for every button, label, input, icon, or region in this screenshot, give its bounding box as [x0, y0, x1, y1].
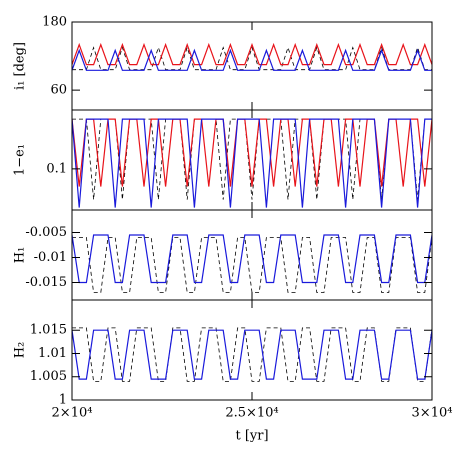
panel-frame — [71, 21, 433, 111]
series-line — [72, 48, 432, 71]
y-tick-label: 1.015 — [30, 323, 67, 338]
y-tick-label: 180 — [42, 15, 67, 30]
y-tick-label: 1 — [59, 393, 67, 408]
y-tick-label: 1.01 — [38, 346, 67, 361]
x-axis-label: t [yr] — [235, 429, 268, 444]
y-tick-label: -0.005 — [25, 225, 67, 240]
y-tick-label: 0.1 — [46, 161, 67, 176]
series-line — [72, 42, 432, 66]
panel-frame — [71, 299, 433, 401]
series-line — [72, 329, 432, 380]
series-line — [72, 118, 432, 208]
y-tick-label: -0.015 — [25, 275, 67, 290]
y-tick-label: -0.01 — [34, 250, 67, 265]
y-tick-label: 1.005 — [30, 369, 67, 384]
x-tick-label: 2.5×10⁴ — [225, 406, 278, 421]
x-tick-label: 2×10⁴ — [52, 406, 93, 421]
series-line — [72, 237, 432, 293]
series-line — [72, 118, 432, 187]
y-axis-label: H₂ — [13, 342, 28, 359]
y-tick-label: 60 — [50, 83, 67, 98]
y-axis-label: 1−e₁ — [13, 144, 28, 176]
y-axis-label: i₁ [deg] — [13, 42, 28, 90]
series-line — [72, 327, 432, 382]
series-line — [72, 234, 432, 284]
y-axis-label: H₁ — [13, 247, 28, 264]
series-line — [72, 46, 432, 71]
x-tick-label: 3×10⁴ — [412, 406, 453, 421]
